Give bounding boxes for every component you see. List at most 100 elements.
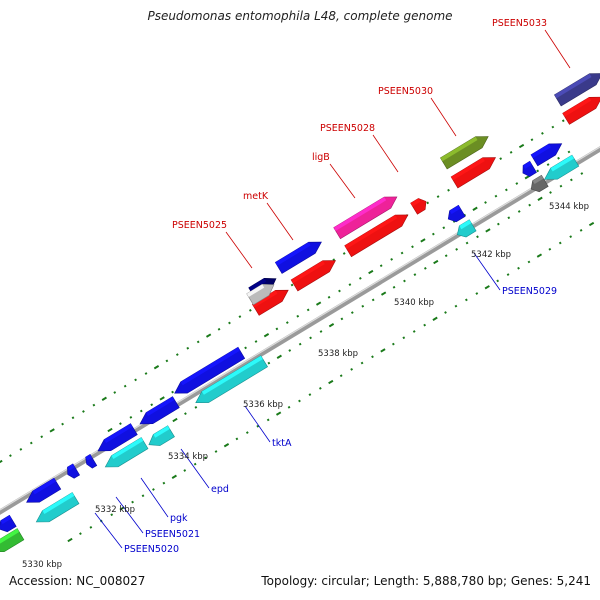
gene-red-6-bevel xyxy=(562,97,592,117)
tick-dot-mid xyxy=(484,201,487,204)
tick-dot-inner2 xyxy=(476,235,479,239)
tick-dot-mid xyxy=(150,403,154,407)
gene-PSEEN5029 xyxy=(447,204,466,223)
gene-red-5 xyxy=(410,198,427,215)
tick-dot-mid xyxy=(171,390,174,394)
tick-dot-mid xyxy=(524,175,530,180)
tick-dot-inner2 xyxy=(184,412,187,416)
gene-cyan-6 xyxy=(544,154,580,180)
gene-gray-2 xyxy=(246,283,275,306)
tick-dot-outer xyxy=(238,315,242,319)
leader-epd xyxy=(180,448,210,489)
tick-dot-mid xyxy=(327,295,331,299)
gene-cyan-4 xyxy=(35,492,80,523)
tick-dot-inner xyxy=(328,379,334,385)
tick-dot-inner xyxy=(432,316,438,321)
gene-red-2 xyxy=(290,260,337,292)
tick-dot-mid xyxy=(400,251,404,255)
tick-dot-inner xyxy=(536,253,543,258)
tick-dot-inner xyxy=(454,304,458,308)
tick-dot-inner xyxy=(588,221,595,227)
tick-dot-mid xyxy=(368,269,374,275)
gene-PSEEN5030 xyxy=(439,136,489,170)
leader-PSEEN5029 xyxy=(473,252,501,291)
gene-red-5-bevel xyxy=(410,198,421,207)
label-leaders-layer xyxy=(94,29,571,549)
tick-dot-inner xyxy=(256,424,260,428)
tick-dot-inner xyxy=(223,443,230,448)
gene-PSEEN5025-bevel xyxy=(248,278,267,291)
tick-dot-inner xyxy=(298,399,301,403)
gene-metK-bevel xyxy=(275,242,311,266)
gene-tktA-bevel xyxy=(180,347,240,386)
tick-dot-inner2 xyxy=(496,222,500,226)
tick-label-tick-5330: 5330 kbp xyxy=(22,560,62,570)
tick-dot-inner2 xyxy=(276,354,282,359)
tick-dot-inner2 xyxy=(403,279,406,283)
tick-dot-mid xyxy=(379,264,383,268)
gene-small-b xyxy=(85,453,98,469)
leader-PSEEN5020 xyxy=(94,512,123,549)
gene-label-ligB: ligB xyxy=(312,152,330,163)
gene-red-4 xyxy=(450,157,497,189)
tick-dot-inner2 xyxy=(423,266,427,270)
gene-cyan-4-bevel xyxy=(42,492,75,514)
gene-metK xyxy=(274,241,322,274)
tick-dot-inner xyxy=(496,279,500,283)
tick-dot-inner xyxy=(465,298,468,302)
tick-dot-inner xyxy=(391,342,395,346)
tick-dot-outer xyxy=(144,372,148,375)
gene-label-tktA: tktA xyxy=(272,438,292,449)
gene-pgk xyxy=(97,423,138,452)
gene-pgk-bevel xyxy=(104,423,133,443)
tick-label-tick-5336: 5336 kbp xyxy=(243,400,283,410)
tick-dot-mid xyxy=(296,314,300,318)
gene-small-a-bevel xyxy=(523,161,532,169)
gene-cyan-2 xyxy=(148,425,175,446)
tick-dot-outer xyxy=(29,441,33,445)
tick-dot-inner2 xyxy=(455,247,459,251)
gene-tktA xyxy=(174,346,246,394)
gene-small-d xyxy=(0,514,17,533)
tick-dot-inner2 xyxy=(328,323,335,328)
tick-dot-outer xyxy=(436,195,440,198)
tick-dot-inner xyxy=(245,431,249,434)
tick-dot-outer xyxy=(153,365,160,370)
tick-dot-inner2 xyxy=(528,203,532,207)
gene-red-1-bevel xyxy=(252,290,278,308)
tick-dot-inner xyxy=(67,537,73,543)
tick-dot-inner xyxy=(204,456,207,460)
tick-label-tick-5344: 5344 kbp xyxy=(549,202,589,212)
tick-dot-inner xyxy=(275,411,282,416)
tick-dot-mid xyxy=(129,415,133,419)
gene-label-PSEEN5020: PSEEN5020 xyxy=(124,544,179,555)
tick-dot-outer xyxy=(186,346,190,350)
gene-gray-1-bevel xyxy=(532,175,544,184)
tick-dot-mid xyxy=(567,150,571,154)
tick-dot-inner xyxy=(131,500,134,504)
tick-dot-inner2 xyxy=(371,298,375,302)
tick-dot-outer xyxy=(518,143,525,149)
backbone-layer xyxy=(0,146,600,515)
tick-dot-outer xyxy=(509,150,513,154)
gene-PSEEN5028 xyxy=(333,196,398,240)
tick-dot-mid xyxy=(557,156,560,160)
tick-label-tick-5342: 5342 kbp xyxy=(471,250,511,260)
tick-dot-mid xyxy=(285,321,289,324)
tick-dot-inner2 xyxy=(537,196,543,201)
gene-small-a xyxy=(522,160,537,177)
tick-dot-outer xyxy=(561,119,565,123)
gene-PSEEN5033-bevel xyxy=(554,73,592,99)
tick-dot-mid xyxy=(306,308,310,312)
tick-dot-mid xyxy=(536,169,540,173)
gene-green-1-bevel xyxy=(0,528,20,544)
tick-dot-inner2 xyxy=(319,330,323,333)
tick-dot-outer xyxy=(530,138,534,142)
gene-metK-body xyxy=(274,241,322,274)
gene-green-1-body xyxy=(0,528,25,553)
gene-cyan-2-bevel xyxy=(153,425,170,438)
accession-label: Accession: NC_008027 xyxy=(9,574,146,588)
tick-dot-inner xyxy=(412,330,416,333)
tick-dot-mid xyxy=(119,422,122,426)
leader-PSEEN5021 xyxy=(115,496,144,534)
